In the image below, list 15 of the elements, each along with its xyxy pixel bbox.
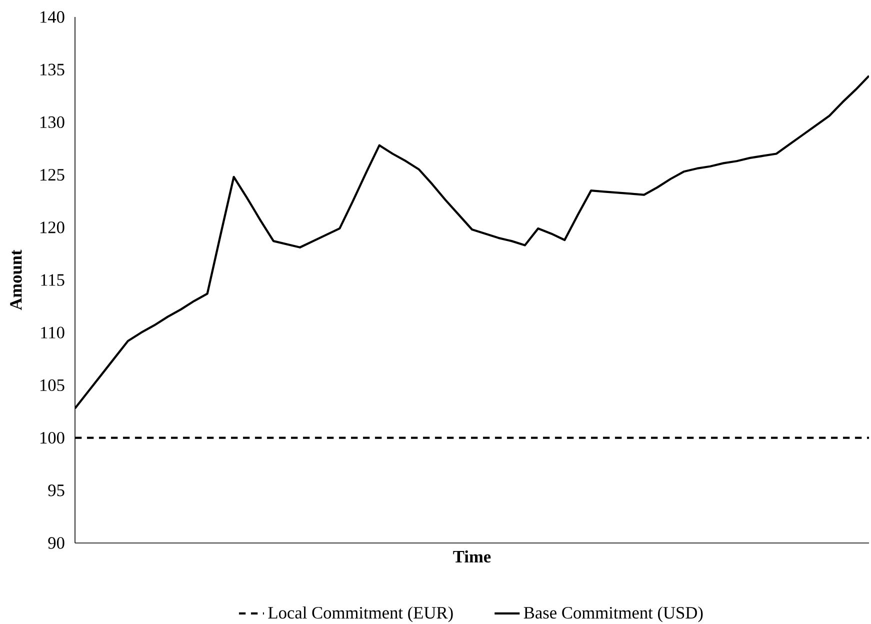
legend-label: Local Commitment (EUR)	[268, 606, 453, 622]
y-tick-label: 140	[40, 11, 64, 23]
y-tick-label: 90	[48, 537, 64, 549]
y-tick-label: 110	[41, 326, 64, 338]
y-tick-label: 125	[40, 168, 64, 181]
y-axis-title: Amount	[10, 250, 22, 310]
legend-label: Base Commitment (USD)	[524, 606, 703, 622]
x-axis-title: Time	[453, 550, 491, 563]
y-tick-label: 100	[40, 432, 64, 444]
y-tick-label: 115	[41, 274, 64, 286]
y-tick-label: 105	[40, 379, 64, 392]
y-tick-label: 95	[48, 484, 64, 496]
y-tick-label: 135	[40, 64, 64, 76]
y-tick-label: 130	[40, 116, 64, 128]
y-tick-label: 120	[40, 222, 64, 234]
